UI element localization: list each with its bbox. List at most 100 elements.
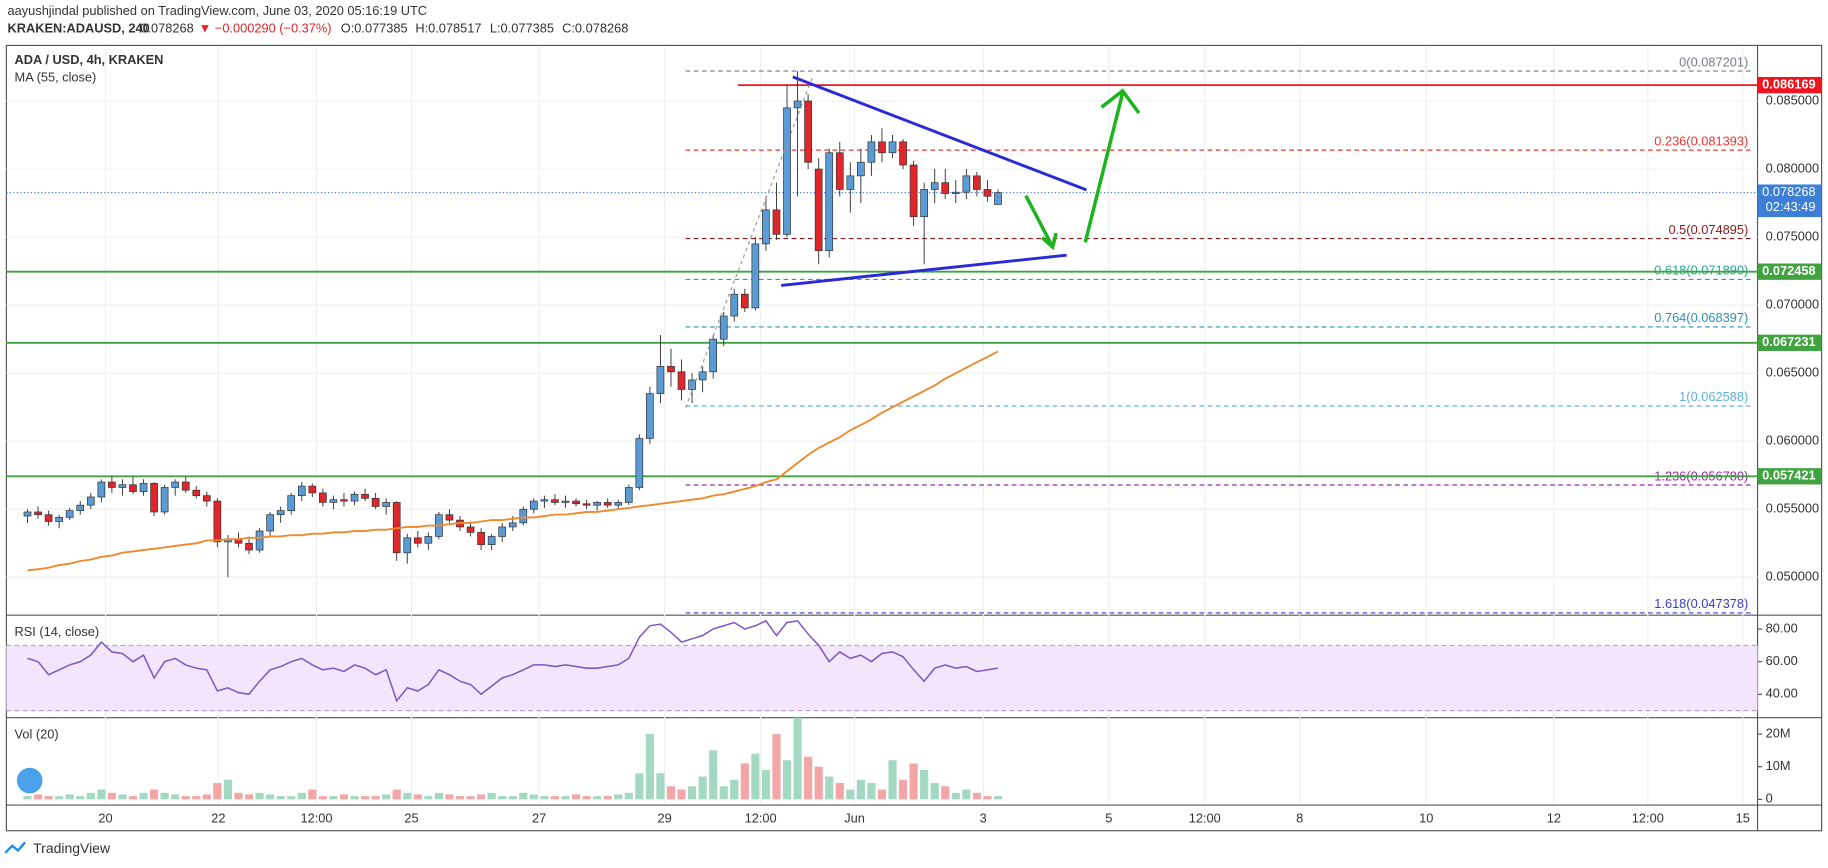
candle-body [667, 366, 675, 373]
x-tick-label: 15 [1736, 810, 1750, 825]
x-tick-label: 12 [1547, 810, 1561, 825]
symbol: KRAKEN:ADAUSD, 240 [8, 21, 150, 36]
volume-bar [455, 796, 465, 800]
candle-body [994, 192, 1002, 205]
candle-body [340, 499, 348, 502]
candle-body [772, 209, 781, 235]
levels: 0(0.087201) 0.236(0.081393) 0.5(0.074895) 0… [6, 54, 1822, 614]
volume-bar [266, 794, 275, 800]
x-tick-label: 10 [1419, 810, 1433, 825]
volume-bar [962, 789, 971, 800]
volume-bar [782, 760, 792, 800]
volume-bar [128, 796, 138, 800]
candle-body [139, 483, 148, 492]
volume-bar [814, 766, 823, 800]
volume-bar [171, 794, 180, 800]
candle-body [192, 489, 201, 496]
arrow [1083, 92, 1125, 243]
volume-bar [751, 753, 760, 800]
candle-body [44, 514, 53, 522]
candle-body [614, 502, 623, 506]
volume-bar [44, 796, 53, 800]
vol-legend: Vol (20) [15, 727, 59, 742]
fib-trend [685, 76, 814, 408]
price-tag [1757, 76, 1822, 94]
candle-body [382, 502, 390, 507]
volume-bar [329, 796, 338, 800]
legend-title: ADA / USD, 4h, KRAKEN [15, 52, 164, 67]
candle-body [329, 499, 338, 503]
volume-bar [645, 734, 654, 800]
volume-bar [582, 796, 591, 800]
volume-bar [983, 796, 992, 800]
x-tick-label: 22 [211, 810, 225, 825]
volume-bar [898, 779, 908, 800]
candle-body [951, 191, 960, 194]
candle-body [350, 493, 359, 502]
volume-bar [666, 786, 676, 800]
volume-bar [698, 776, 707, 800]
volume-bar [149, 789, 159, 800]
vol-tick-label: 0 [1766, 791, 1773, 806]
candle-body [150, 483, 158, 513]
candle-body [308, 485, 317, 494]
candle-body [783, 107, 791, 235]
candle-body [867, 141, 876, 163]
volume-bar [192, 796, 201, 800]
rsi-tick-label: 40.00 [1766, 686, 1798, 701]
volume-bar [276, 796, 285, 800]
volume-bar [972, 792, 981, 800]
volume-bar [614, 794, 623, 800]
candle-body [624, 487, 633, 503]
arrow-head [1040, 232, 1058, 251]
candle-body [688, 379, 696, 390]
rsi-tick-label: 80.00 [1766, 620, 1798, 635]
candle-body [202, 495, 211, 502]
y-tick-label: 0.075000 [1766, 228, 1819, 243]
volume-bar [709, 750, 718, 800]
volume-bar [97, 789, 106, 800]
marks [23, 71, 1003, 800]
vol-tick-label: 10M [1766, 758, 1791, 773]
x-tick-label: Jun [844, 810, 865, 825]
volume-bar [23, 796, 32, 800]
rsi-legend: RSI (14, close) [15, 624, 100, 639]
x-tick-label: 29 [658, 810, 672, 825]
candle-body [160, 487, 169, 513]
candle-body [930, 182, 939, 190]
candle-body [709, 338, 718, 373]
volume-bar [825, 776, 834, 800]
price-tag-label: 0.072458 [1762, 263, 1815, 278]
volume-bar [561, 796, 570, 800]
volume-bar [434, 792, 443, 800]
volume-bar [234, 792, 243, 800]
candle-body [213, 500, 222, 543]
vol-tick-label: 20M [1766, 725, 1791, 740]
volume-bar [382, 794, 391, 800]
volume-bar [635, 773, 644, 800]
x-tick-label: 3 [980, 810, 987, 825]
volume-bar [550, 796, 560, 800]
x-tick-label: 12:00 [1632, 810, 1664, 825]
volume-bar [65, 794, 74, 800]
volume-bar [76, 796, 85, 800]
candle-body [361, 493, 369, 499]
candle-body [857, 161, 865, 177]
price-tag-label: 0.078268 [1762, 184, 1815, 199]
candle-body [888, 141, 897, 154]
volume-bar [624, 792, 633, 800]
candle-body [983, 189, 992, 197]
countdown: 02:43:49 [1766, 199, 1816, 214]
candle-body [593, 502, 601, 506]
volume-bar [160, 792, 169, 800]
candle-body [129, 484, 137, 492]
candle-body [413, 537, 422, 544]
volume-bar [761, 769, 770, 800]
trend-line [792, 75, 1087, 192]
candle-body [878, 141, 886, 154]
candle-body [698, 371, 707, 381]
candle-body [909, 164, 918, 218]
volume-bar [856, 779, 865, 800]
grid [6, 46, 1763, 804]
